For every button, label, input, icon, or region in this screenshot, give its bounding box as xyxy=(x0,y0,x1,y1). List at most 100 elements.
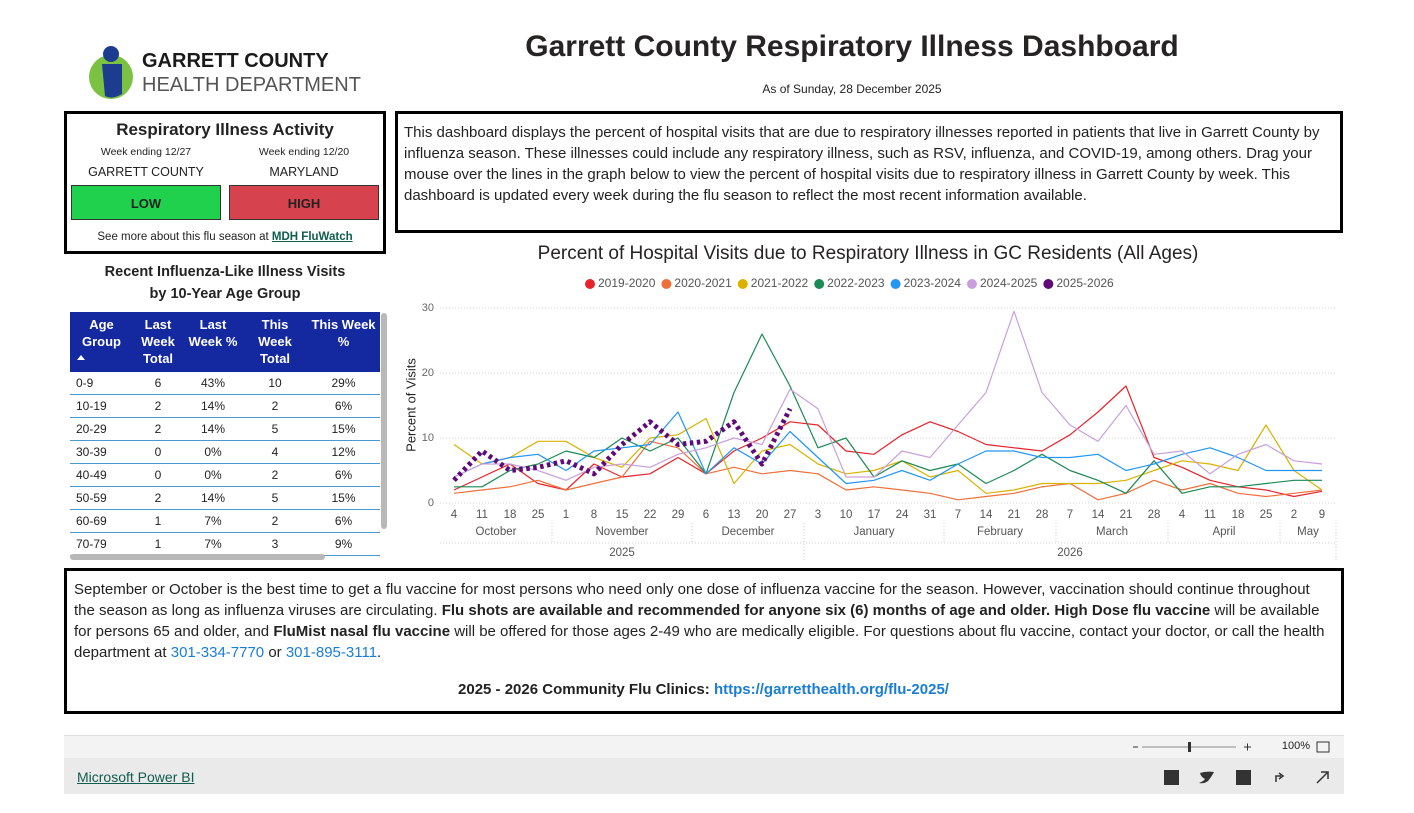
x-tick-label: 1 xyxy=(563,509,569,521)
cell: 0-9 xyxy=(70,372,133,395)
page-title: Garrett County Respiratory Illness Dashb… xyxy=(525,30,1179,63)
cell: 15% xyxy=(307,486,380,510)
series-line xyxy=(453,417,1323,494)
text-part: will be available for persons 65 and old… xyxy=(74,602,1320,640)
cell: 2 xyxy=(133,394,183,418)
cell: 43% xyxy=(183,372,243,395)
cell: 6% xyxy=(307,463,380,487)
cell: 2 xyxy=(243,394,307,418)
x-tick-label: 18 xyxy=(504,509,517,521)
column-header: This Week % xyxy=(307,312,380,372)
y-tick-label: 30 xyxy=(422,302,434,314)
fluwatch-link[interactable]: MDH FluWatch xyxy=(271,231,353,243)
month-label: November xyxy=(595,526,648,538)
cell: 12% xyxy=(307,440,380,464)
text-part: or xyxy=(264,644,286,661)
month-label: February xyxy=(977,526,1023,538)
activity-title: Respiratory Illness Activity xyxy=(116,120,334,139)
month-label: April xyxy=(1212,526,1235,538)
cell: 10-19 xyxy=(70,394,133,418)
x-tick-label: 3 xyxy=(815,509,821,521)
x-tick-label: 31 xyxy=(924,509,937,521)
x-tick-label: 29 xyxy=(672,509,685,521)
cell: 2 xyxy=(243,463,307,487)
zoom-slider[interactable] xyxy=(1130,739,1260,755)
table-row: 10-19 2 14% 2 6% xyxy=(70,394,380,418)
x-tick-label: 7 xyxy=(955,509,961,521)
column-header: Last Week Total xyxy=(133,312,183,372)
x-tick-label: 22 xyxy=(644,509,657,521)
cell: 6 xyxy=(133,372,183,395)
month-label: October xyxy=(476,526,517,538)
legend-marker xyxy=(737,279,748,289)
week: Week ending 12/27 xyxy=(100,146,192,158)
cell: 14% xyxy=(183,394,243,418)
cell: 7% xyxy=(183,532,243,556)
y-tick-label: 20 xyxy=(422,367,434,379)
legend-label: 2020-2021 xyxy=(674,276,732,290)
legend-label: 2022-2023 xyxy=(827,276,885,290)
x-tick-label: 4 xyxy=(451,509,458,521)
x-tick-label: 18 xyxy=(1232,509,1245,521)
logo-icon xyxy=(89,46,133,99)
x-tick-label: 8 xyxy=(591,509,597,521)
x-tick-label: 28 xyxy=(1148,509,1161,521)
level: LOW xyxy=(71,185,221,220)
cell: 14% xyxy=(183,417,243,441)
legend-marker xyxy=(890,279,901,289)
cell: 50-59 xyxy=(70,486,133,510)
activity-panel: Week ending 12/27 GARRETT COUNTY LOW xyxy=(71,146,221,220)
title-line: Recent Influenza-Like Illness Visits xyxy=(104,264,346,280)
activity-card: Respiratory Illness Activity Week ending… xyxy=(64,111,386,254)
x-tick-label: 25 xyxy=(532,509,545,521)
cell: 9% xyxy=(307,532,380,556)
fit-icon[interactable] xyxy=(1316,741,1330,753)
logo-sub: HEALTH DEPARTMENT xyxy=(142,74,361,96)
legend-marker xyxy=(585,279,595,289)
text-part: will be offered for those ages 2-49 who … xyxy=(74,623,1325,661)
clinics-link[interactable]: https://garretthealth.org/flu-2025/ xyxy=(713,681,949,698)
x-tick-label: 6 xyxy=(703,509,709,521)
activity-panel: Week ending 12/20 MARYLAND HIGH xyxy=(229,146,379,220)
x-tick-label: 11 xyxy=(476,509,488,521)
note: See more about this flu season at MDH Fl… xyxy=(67,231,383,243)
sort-icon xyxy=(77,355,85,360)
cell: 2 xyxy=(133,486,183,510)
cell: 2 xyxy=(133,417,183,441)
cell: 1 xyxy=(133,509,183,533)
scrollbar[interactable] xyxy=(381,313,387,529)
description: This dashboard displays the percent of h… xyxy=(395,111,1343,233)
cell: 1 xyxy=(133,532,183,556)
text-part: September or October is the best time to… xyxy=(74,581,1310,619)
footer-bar: Microsoft Power BI xyxy=(64,758,1344,794)
cell: 15% xyxy=(307,417,380,441)
cell: 5 xyxy=(243,417,307,441)
level: HIGH xyxy=(229,185,379,220)
cell: 40-49 xyxy=(70,463,133,487)
scrollbar[interactable] xyxy=(70,554,325,560)
column-header: Last Week % xyxy=(183,312,243,372)
vaccine-text: September or October is the best time to… xyxy=(74,579,1333,663)
x-tick-label: 9 xyxy=(1319,509,1325,521)
logo-name: GARRETT COUNTY xyxy=(142,50,329,72)
x-tick-label: 21 xyxy=(1008,509,1021,521)
cell: 6% xyxy=(307,509,380,533)
zoom-bar: 100% xyxy=(64,735,1344,759)
cell: 10 xyxy=(243,372,307,395)
table-row: 40-49 0 0% 2 6% xyxy=(70,463,380,487)
legend-label: 2023-2024 xyxy=(904,276,962,290)
y-tick-label: 0 xyxy=(428,497,434,509)
table-row: 0-9 6 43% 10 29% xyxy=(70,372,380,395)
cell: 6% xyxy=(307,394,380,418)
date: As of Sunday, 28 December 2025 xyxy=(762,82,942,96)
column-header: This Week Total xyxy=(243,312,307,372)
powerbi-link[interactable]: Microsoft Power BI xyxy=(77,769,195,785)
cell: 20-29 xyxy=(70,417,133,441)
phone-link: 301-895-3111 xyxy=(285,644,378,661)
chart: Percent of Hospital Visits due to Respir… xyxy=(403,243,1337,562)
cell: 29% xyxy=(307,372,380,395)
cell: 4 xyxy=(243,440,307,464)
legend-label: 2025-2026 xyxy=(1056,276,1114,290)
x-tick-label: 27 xyxy=(784,509,797,521)
share-icons[interactable] xyxy=(1162,768,1337,786)
